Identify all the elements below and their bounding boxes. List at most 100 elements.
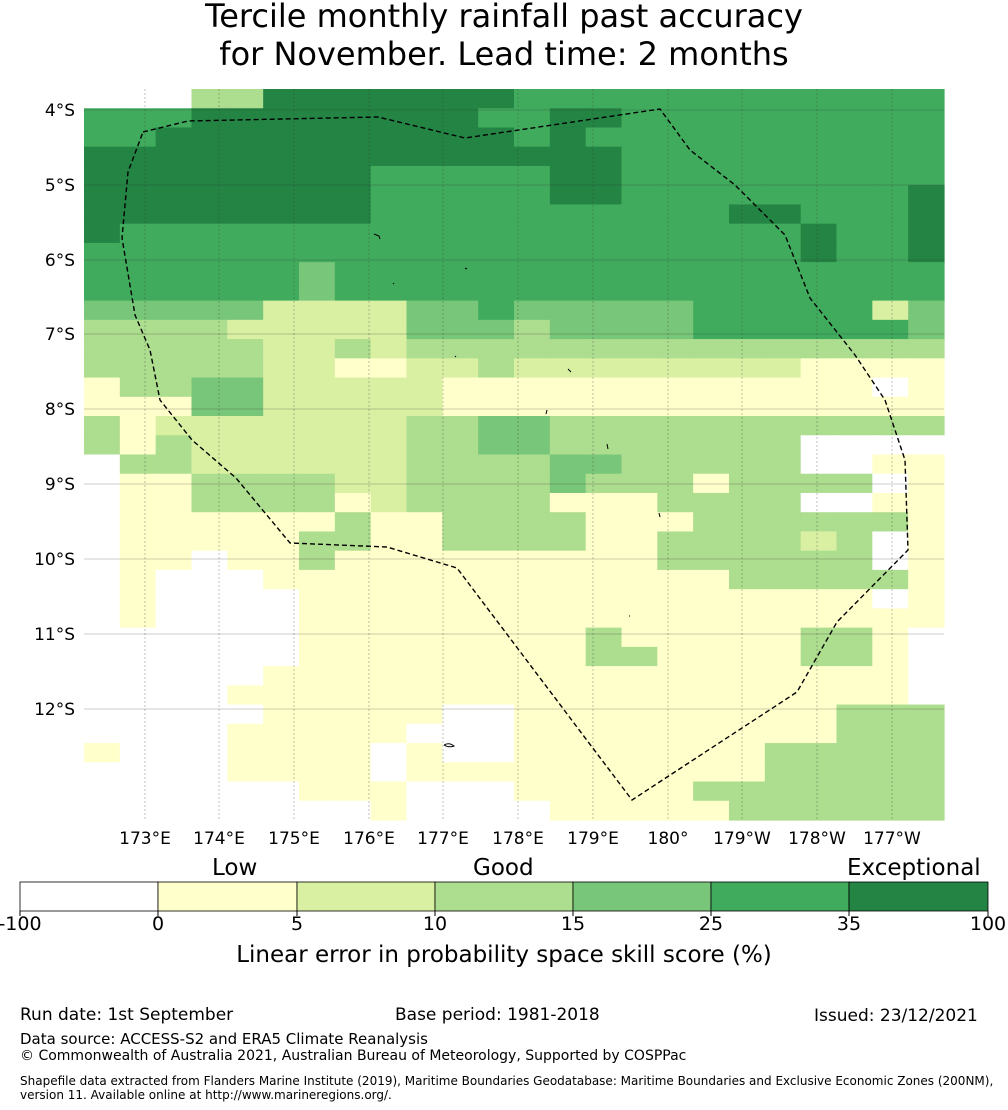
grid-cell <box>263 396 300 417</box>
grid-cell <box>334 531 372 552</box>
grid-cell <box>764 165 802 186</box>
grid-cell <box>334 627 372 648</box>
grid-cell <box>442 627 479 648</box>
grid-cell <box>478 704 515 725</box>
grid-cell <box>514 512 551 533</box>
longitude-label: 179°E <box>567 829 619 849</box>
grid-cell <box>872 127 909 148</box>
grid-cell <box>908 416 945 436</box>
grid-cell <box>729 492 766 513</box>
grid-cell <box>657 608 694 629</box>
grid-cell <box>370 646 408 667</box>
grid-cell <box>729 800 766 821</box>
grid-cell <box>836 550 873 571</box>
grid-cell <box>908 146 945 167</box>
grid-cell <box>585 723 623 744</box>
grid-cell <box>800 242 838 263</box>
grid-cell <box>191 762 228 783</box>
grid-cell <box>191 358 228 379</box>
grid-cell <box>693 800 730 821</box>
eez-boundary <box>121 108 909 801</box>
grid-cell <box>370 666 408 686</box>
grid-cell <box>800 262 838 282</box>
grid-cell <box>263 762 300 783</box>
grid-cell <box>370 762 408 783</box>
grid-cell <box>155 550 193 571</box>
grid-cell <box>514 339 551 359</box>
grid-cell <box>478 262 515 282</box>
grid-cell <box>585 800 623 821</box>
grid-cell <box>549 550 587 571</box>
grid-cell <box>621 608 658 629</box>
grid-cell <box>514 569 551 590</box>
grid-cell <box>299 146 336 167</box>
grid-cell <box>693 281 730 302</box>
grid-cell <box>84 550 121 571</box>
grid-cell <box>334 262 372 282</box>
longitude-label: 177°E <box>417 829 469 849</box>
grid-cell <box>263 204 300 225</box>
grid-cell <box>800 723 838 744</box>
grid-cell <box>693 512 730 533</box>
grid-cell <box>406 377 443 398</box>
grid-cell <box>549 569 587 590</box>
grid-cell <box>514 723 551 744</box>
grid-cell <box>227 377 264 398</box>
grid-cell <box>621 223 658 244</box>
grid-cell <box>406 781 443 802</box>
grid-cell <box>872 146 909 167</box>
colorbar-tick: 35 <box>836 913 862 935</box>
grid-cell <box>549 377 587 398</box>
grid-cell <box>334 743 372 763</box>
grid-cell <box>836 435 873 456</box>
grid-cell <box>334 377 372 398</box>
grid-cell <box>908 396 945 417</box>
grid-cell <box>299 723 336 744</box>
grid-cell <box>478 435 515 456</box>
grid-cell <box>800 685 838 706</box>
grid-cell <box>800 165 838 186</box>
grid-cell <box>334 589 372 609</box>
grid-cell <box>657 377 694 398</box>
grid-cell <box>872 319 909 340</box>
grid-cell <box>872 242 909 263</box>
grid-cell <box>836 262 873 282</box>
grid-cell <box>84 185 121 206</box>
grid-cell <box>800 281 838 302</box>
grid-cell <box>191 569 228 590</box>
grid-cell <box>729 608 766 629</box>
grid-cell <box>442 704 479 725</box>
grid-cell <box>191 377 228 398</box>
grid-cell <box>119 531 157 552</box>
grid-cell <box>406 300 443 321</box>
grid-cell <box>836 531 873 552</box>
grid-cell <box>800 300 838 321</box>
grid-cell <box>119 281 157 302</box>
grid-cell <box>119 743 157 763</box>
grid-cell <box>693 762 730 783</box>
grid-cell <box>155 685 193 706</box>
grid-cell <box>621 300 658 321</box>
grid-cell <box>800 666 838 686</box>
grid-cell <box>872 165 909 186</box>
grid-cell <box>299 781 336 802</box>
grid-cell <box>191 300 228 321</box>
grid-cell <box>442 396 479 417</box>
grid-cell <box>263 704 300 725</box>
grid-cell <box>334 473 372 494</box>
grid-cell <box>84 492 121 513</box>
grid-cell <box>478 781 515 802</box>
grid-cell <box>657 146 694 167</box>
grid-cell <box>585 396 623 417</box>
grid-cell <box>263 108 300 129</box>
grid-cell <box>334 416 372 436</box>
grid-cell <box>514 666 551 686</box>
grid-cell <box>263 743 300 763</box>
grid-cell <box>299 416 336 436</box>
grid-cell <box>263 454 300 475</box>
grid-cell <box>800 473 838 494</box>
grid-cell <box>514 319 551 340</box>
grid-cell <box>478 319 515 340</box>
grid-cell <box>155 108 193 129</box>
grid-cell <box>585 300 623 321</box>
